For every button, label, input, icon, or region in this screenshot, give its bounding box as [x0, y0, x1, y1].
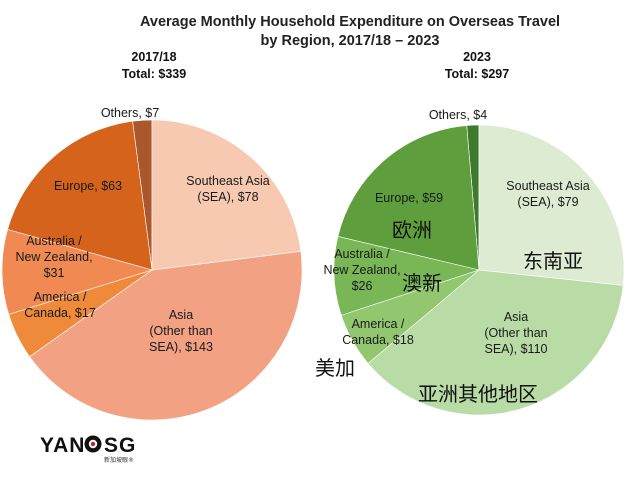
- pie-slice-2023-asia-other-than-sea-: [367, 269, 624, 416]
- logo-subtext: 新加坡眼®: [104, 456, 134, 464]
- pie-title-2023: 2023: [463, 50, 491, 64]
- pie-slice-2017-18-southeast-asia-sea-: [151, 119, 302, 271]
- slice-cn-label-2023-4: 欧洲: [392, 218, 432, 242]
- chart-title-line2: by Region, 2017/18 – 2023: [261, 33, 440, 49]
- slice-label-2017-18-2: America / Canada, $17: [24, 290, 96, 320]
- slice-cn-label-2023-3: 澳新: [402, 271, 442, 295]
- pie-slice-2023-southeast-asia-sea-: [478, 124, 625, 286]
- pie-total-2023: Total: $297: [445, 67, 509, 81]
- slice-cn-label-2023-1: 亚洲其他地区: [418, 382, 538, 406]
- slice-label-2023-1: Asia (Other than SEA), $110: [484, 310, 547, 356]
- logo-text-left: YAN: [40, 434, 85, 457]
- pie-chart-2017-18: 2017/18 Total: $339 Southeast Asia (SEA), $…: [1, 50, 303, 421]
- chart-title-line1: Average Monthly Household Expenditure on…: [140, 14, 560, 30]
- slice-cn-label-2023-2: 美加: [315, 356, 355, 380]
- pie-slice-2023-europe: [337, 125, 480, 271]
- slice-label-2023-3: Australia / New Zealand, $26: [323, 247, 400, 293]
- pie-slice-2017-18-asia-other-than-sea-: [29, 250, 303, 421]
- logo-eye-icon: [84, 435, 102, 453]
- logo-text-right: SG: [104, 434, 136, 457]
- pie-slice-2017-18-australia-new-zealand: [1, 229, 154, 315]
- yansg-logo: YAN SG 新加坡眼®: [40, 434, 136, 464]
- pie-total-2017-18: Total: $339: [122, 67, 186, 81]
- slice-cn-label-2023-0: 东南亚: [523, 249, 583, 273]
- slice-label-2023-2: America / Canada, $18: [342, 317, 414, 347]
- slice-label-2023-5: Others, $4: [429, 108, 487, 122]
- slice-label-2017-18-3: Australia / New Zealand, $31: [15, 234, 92, 280]
- pie-title-2017-18: 2017/18: [131, 50, 176, 64]
- slice-label-2017-18-1: Asia (Other than SEA), $143: [149, 308, 213, 354]
- pie-slice-2017-18-europe: [7, 120, 153, 271]
- slice-label-2023-0: Southeast Asia (SEA), $79: [506, 179, 589, 209]
- slice-label-2023-4: Europe, $59: [375, 191, 443, 205]
- slice-label-2017-18-5: Others, $7: [101, 106, 159, 120]
- slice-label-2017-18-4: Europe, $63: [54, 179, 122, 193]
- pie-chart-2023: 2023 Total: $297 Southeast Asia (SEA), $79 东…: [315, 50, 625, 416]
- slice-label-2017-18-0: Southeast Asia (SEA), $78: [186, 174, 269, 204]
